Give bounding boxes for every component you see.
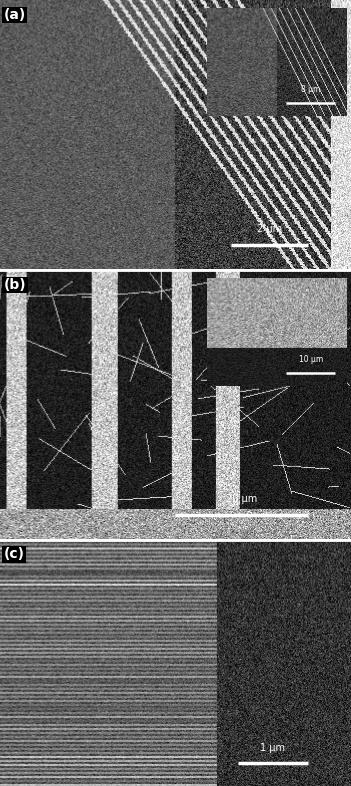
Text: 1 μm: 1 μm xyxy=(260,743,285,753)
Text: 20 μm: 20 μm xyxy=(226,494,257,504)
Text: 2 μm: 2 μm xyxy=(257,224,282,234)
Text: (a): (a) xyxy=(4,8,26,22)
Text: (b): (b) xyxy=(4,278,26,292)
Text: (c): (c) xyxy=(4,547,25,561)
